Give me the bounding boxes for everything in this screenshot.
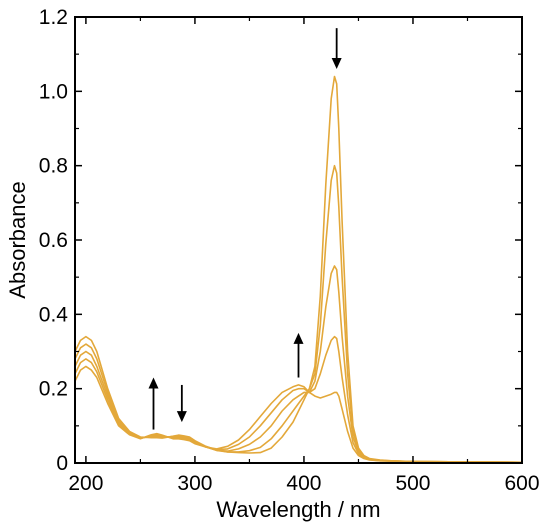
y-tick-label: 0.6 bbox=[39, 229, 68, 252]
x-tick-label: 200 bbox=[68, 472, 103, 495]
y-tick-label: 0.4 bbox=[39, 303, 69, 326]
series-layer bbox=[74, 75, 523, 464]
x-axis-title: Wavelength / nm bbox=[216, 497, 380, 522]
x-tick-label: 500 bbox=[395, 472, 430, 495]
arrow-up-icon bbox=[293, 332, 304, 378]
arrow-head bbox=[148, 377, 159, 389]
y-axis-title: Absorbance bbox=[5, 181, 30, 298]
annotation-layer bbox=[148, 28, 342, 430]
x-tick-label: 600 bbox=[504, 472, 539, 495]
x-tick-label: 400 bbox=[286, 472, 321, 495]
arrow-up-icon bbox=[148, 377, 159, 430]
x-tick-label: 300 bbox=[177, 472, 212, 495]
arrow-head bbox=[331, 58, 342, 70]
spectrum-line-2 bbox=[74, 164, 523, 464]
y-tick-label: 0.8 bbox=[39, 155, 68, 178]
arrow-down-icon bbox=[331, 28, 342, 70]
tick-layer: 200 300 400 500 600 0 0.2 0.4 0.6 0.8 1.0 1.2 bbox=[39, 6, 540, 495]
arrow-head bbox=[176, 411, 187, 423]
arrow-head bbox=[293, 332, 304, 344]
arrow-down-icon bbox=[176, 384, 187, 423]
spectrum-line-5 bbox=[74, 365, 523, 464]
y-tick-label: 1.2 bbox=[39, 6, 68, 29]
y-tick-label: 0.2 bbox=[39, 378, 68, 401]
y-tick-label: 0 bbox=[56, 452, 68, 475]
y-tick-label: 1.0 bbox=[39, 80, 68, 103]
